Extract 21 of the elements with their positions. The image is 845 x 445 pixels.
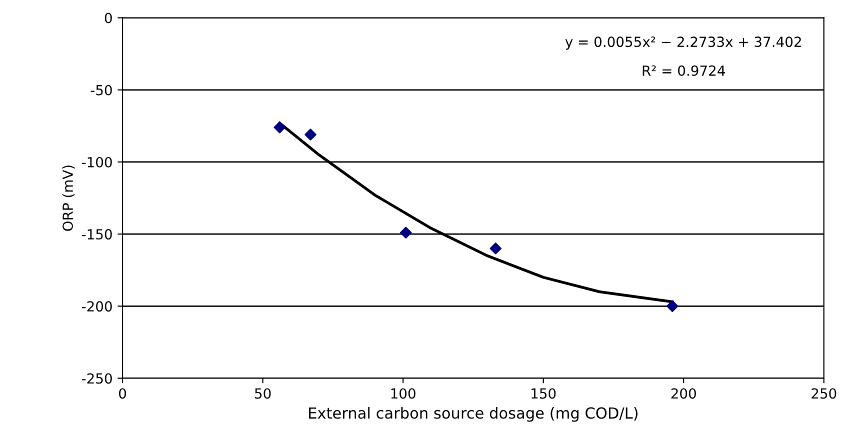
annotation: R² = 0.9724 — [642, 65, 725, 76]
annotation: y = 0.0055x² − 2.2733x + 37.402 — [565, 36, 801, 50]
y-tick-label: -50 — [90, 84, 112, 96]
point — [400, 226, 412, 239]
y-tick-label: -200 — [82, 301, 112, 312]
x-tick-label: 150 — [532, 388, 556, 399]
x-tick-label: 0 — [119, 388, 126, 399]
x-tick-label: 50 — [255, 388, 271, 399]
x-tick-label: 250 — [812, 388, 836, 399]
y-tick-label: 0 — [104, 12, 112, 24]
point — [304, 128, 316, 140]
x-tick-label: 100 — [391, 388, 416, 399]
x-axis-title: External carbon source dosage (mg COD/L) — [309, 406, 638, 422]
point — [490, 242, 502, 254]
y-tick-label: -100 — [82, 156, 112, 168]
y-tick-label: -150 — [82, 229, 112, 240]
y-tick-label: -250 — [82, 373, 112, 384]
y-axis-title: ORP (mV) — [62, 166, 75, 231]
x-tick-label: 200 — [671, 388, 696, 399]
point — [666, 300, 678, 312]
point — [274, 121, 286, 134]
